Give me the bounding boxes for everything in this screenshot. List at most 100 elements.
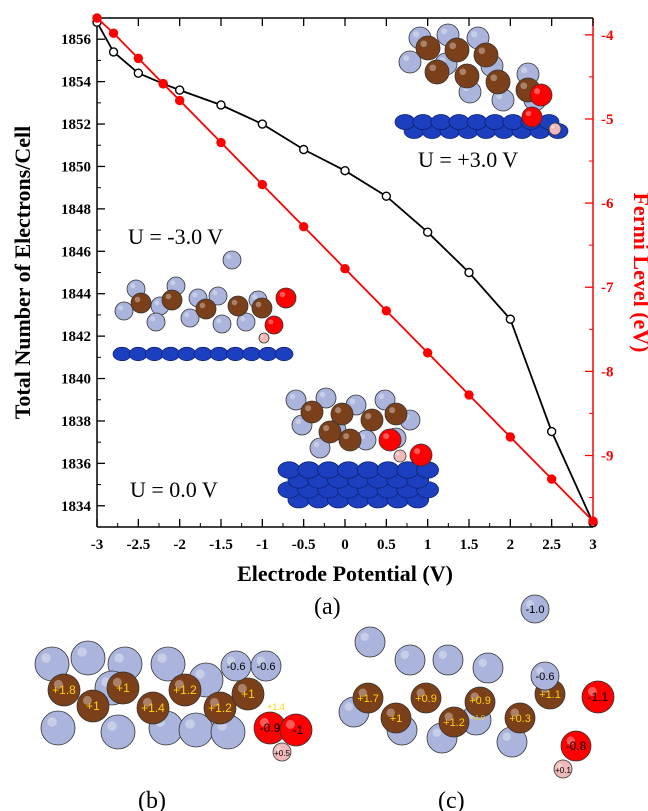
series-fermi-level-point bbox=[381, 306, 392, 316]
carbon-atom-highlight bbox=[490, 74, 498, 82]
side-atom-highlight bbox=[256, 656, 265, 665]
charge-label: +0.9 bbox=[469, 695, 491, 707]
charge-label: +1 bbox=[241, 687, 255, 701]
carbon-atom bbox=[454, 63, 480, 89]
surface-atom bbox=[145, 346, 164, 362]
side-atom bbox=[150, 646, 186, 682]
series-fermi-level-point bbox=[464, 390, 474, 400]
charge-label: -0.6 bbox=[227, 661, 246, 673]
series-electrons-point bbox=[108, 47, 119, 57]
side-atom-highlight bbox=[319, 391, 326, 398]
series-fermi-level-point bbox=[92, 13, 102, 23]
hydrogen-atom bbox=[548, 122, 562, 136]
carbon-atom-highlight bbox=[365, 413, 372, 420]
charge-label: +1.4 bbox=[267, 702, 285, 712]
oxygen-atom bbox=[581, 680, 615, 714]
side-atom bbox=[354, 626, 386, 658]
carbon-atom-highlight bbox=[510, 708, 519, 717]
series-fermi-level-point bbox=[546, 474, 557, 484]
oxygen-atom-highlight bbox=[587, 686, 597, 696]
oxygen-atom-highlight bbox=[566, 736, 575, 745]
oxygen-atom-highlight bbox=[383, 433, 390, 440]
carbon-atom bbox=[47, 673, 81, 707]
y-tick-label: 1850 bbox=[61, 159, 91, 175]
y-tick-label: 1838 bbox=[61, 414, 91, 430]
carbon-atom bbox=[251, 297, 273, 319]
x-tick-label: 0.5 bbox=[377, 537, 396, 553]
side-atom bbox=[236, 312, 256, 332]
carbon-atom bbox=[485, 69, 511, 95]
side-atom bbox=[432, 644, 464, 676]
charge-label: +0.3 bbox=[509, 713, 531, 725]
side-atom-highlight bbox=[118, 305, 124, 311]
side-atom bbox=[180, 308, 200, 328]
side-atom-highlight bbox=[289, 393, 296, 400]
carbon-atom-highlight bbox=[142, 697, 152, 707]
side-atom-highlight bbox=[295, 418, 302, 425]
panel-c-molecule: -1.0 +1.7 +1 +0.9 +1.2 +1.0 +0.9 -0.6 +0.3 +1.1 -1… bbox=[338, 594, 615, 779]
side-atom-highlight bbox=[313, 441, 320, 448]
x-tick-label: -2.5 bbox=[126, 537, 150, 553]
side-atom-highlight bbox=[413, 31, 420, 38]
side-atom-highlight bbox=[441, 28, 448, 35]
side-atom-highlight bbox=[216, 318, 222, 324]
y2-tick-label: -5 bbox=[601, 112, 614, 128]
carbon-atom bbox=[330, 402, 354, 426]
surface-atom bbox=[277, 461, 301, 479]
series-fermi-level-point bbox=[340, 264, 350, 274]
charge-label: -0.6 bbox=[257, 661, 276, 673]
charge-label: -0.6 bbox=[536, 671, 555, 683]
surface-atom bbox=[242, 346, 261, 362]
side-atom-highlight bbox=[107, 721, 117, 731]
surface-atom bbox=[356, 461, 380, 479]
carbon-atom-highlight bbox=[335, 407, 342, 414]
charge-label: -1 bbox=[293, 723, 304, 737]
side-atom bbox=[530, 661, 560, 691]
x-axis-title: Electrode Potential (V) bbox=[237, 561, 453, 586]
inset-u-positive bbox=[394, 23, 569, 139]
side-atom-highlight bbox=[360, 632, 369, 641]
side-atom-highlight bbox=[478, 658, 487, 667]
oxygen-atom bbox=[264, 315, 284, 335]
carbon-atom bbox=[444, 37, 470, 63]
charge-label: +1 bbox=[116, 681, 130, 695]
surface-atom bbox=[193, 346, 213, 362]
side-atom-highlight bbox=[212, 290, 218, 296]
annotation-u-zero: U = 0.0 V bbox=[130, 477, 218, 502]
panel-label-a: (a) bbox=[314, 594, 341, 620]
carbon-atom bbox=[424, 59, 450, 85]
carbon-atom bbox=[231, 677, 265, 711]
hydrogen-atom-highlight bbox=[260, 334, 264, 338]
surface-atom bbox=[412, 114, 434, 130]
series-electrons-point bbox=[505, 314, 516, 324]
surface-atom bbox=[337, 461, 360, 479]
series-fermi-level-point bbox=[158, 78, 168, 89]
charge-label: -0.8 bbox=[566, 739, 587, 753]
carbon-atom-highlight bbox=[112, 677, 122, 687]
carbon-atom bbox=[203, 691, 237, 725]
carbon-atom bbox=[352, 682, 384, 714]
carbon-atom-highlight bbox=[343, 433, 350, 440]
side-atom-highlight bbox=[184, 312, 190, 318]
oxygen-atom-highlight bbox=[285, 719, 295, 729]
side-atom-highlight bbox=[240, 316, 246, 322]
x-tick-label: -0.5 bbox=[292, 537, 316, 553]
charge-label: +0.9 bbox=[415, 693, 437, 705]
surface-atom bbox=[258, 346, 278, 362]
oxygen-atom bbox=[560, 730, 592, 762]
carbon-atom-highlight bbox=[358, 688, 367, 697]
series-electrons-point bbox=[298, 144, 309, 155]
side-atom-highlight bbox=[130, 283, 136, 289]
carbon-atom bbox=[464, 686, 496, 718]
carbon-atom bbox=[384, 402, 408, 426]
surface-atom bbox=[297, 461, 321, 479]
side-atom bbox=[315, 387, 337, 409]
surface-atom bbox=[112, 346, 132, 362]
side-atom-highlight bbox=[378, 393, 385, 400]
series-electrons-point bbox=[257, 119, 268, 129]
carbon-atom-highlight bbox=[209, 697, 219, 707]
carbon-atom-highlight bbox=[134, 296, 141, 303]
side-atom-highlight bbox=[432, 728, 441, 737]
charge-label: -0.9 bbox=[260, 721, 281, 735]
